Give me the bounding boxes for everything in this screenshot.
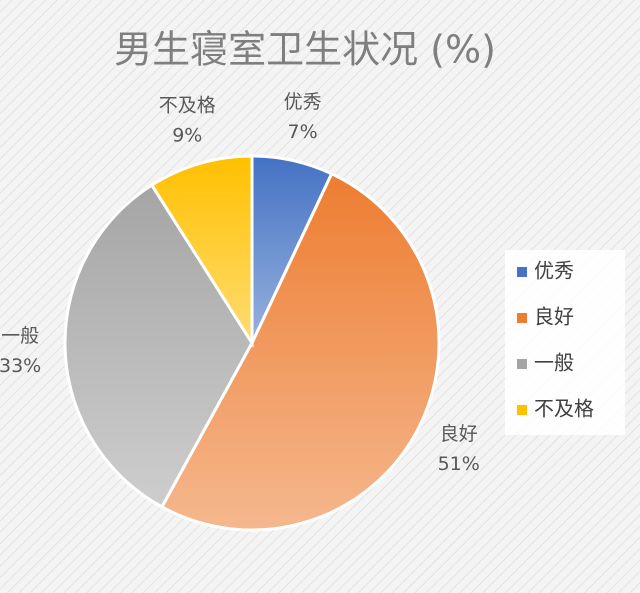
legend-swatch xyxy=(517,405,527,415)
data-label-value: 9% xyxy=(172,125,202,147)
data-label-category: 一般 xyxy=(1,325,39,347)
data-label-category: 不及格 xyxy=(159,95,216,117)
legend-swatch xyxy=(517,267,527,277)
pie-slice xyxy=(63,183,254,509)
data-label-value: 33% xyxy=(0,355,41,377)
data-label-value: 51% xyxy=(438,453,480,475)
legend-box xyxy=(505,250,625,435)
legend-label: 优秀 xyxy=(534,259,574,283)
pie-slice xyxy=(149,154,254,349)
legend-label: 良好 xyxy=(534,305,574,329)
chart-title: 男生寝室卫生状况 (%) xyxy=(114,28,496,72)
legend-label: 一般 xyxy=(534,351,574,375)
data-label-category: 优秀 xyxy=(284,91,322,113)
pie-slice xyxy=(159,171,441,532)
legend-label: 不及格 xyxy=(534,397,594,421)
data-label-category: 良好 xyxy=(440,423,478,445)
data-label-value: 7% xyxy=(288,121,318,143)
legend-swatch xyxy=(517,313,527,323)
legend-swatch xyxy=(517,359,527,369)
